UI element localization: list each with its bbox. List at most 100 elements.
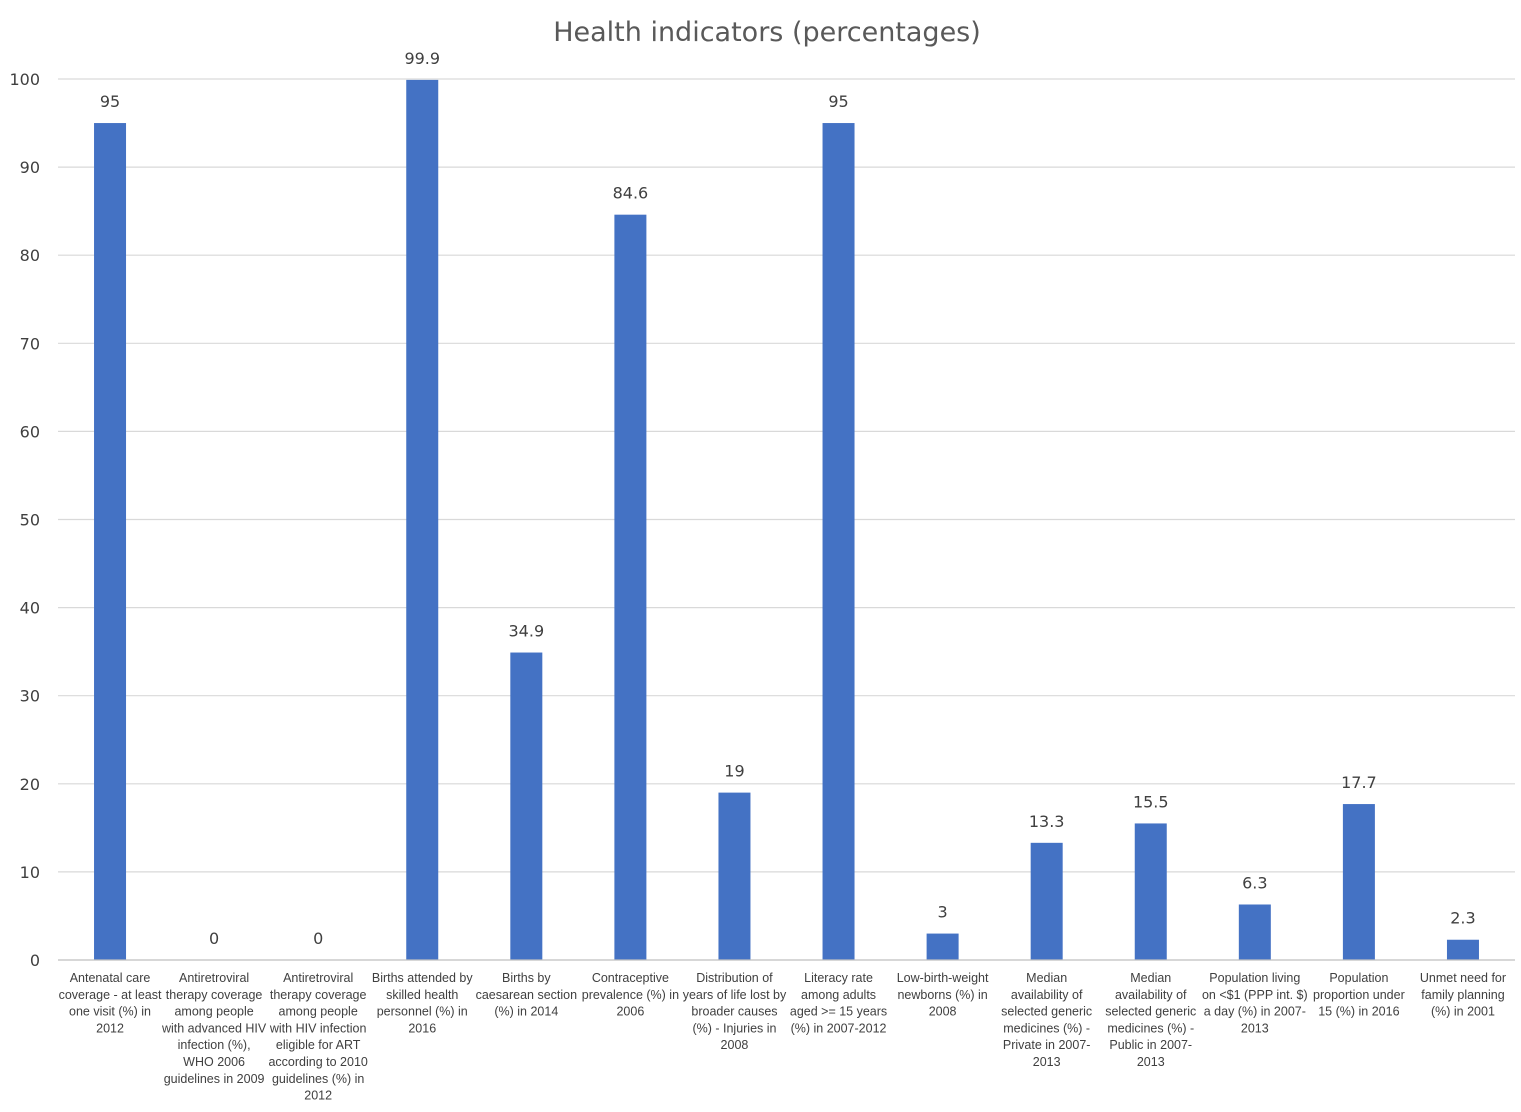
- x-tick-label: Population proportion under 15 (%) in 2016: [1313, 971, 1405, 1019]
- x-tick-label: Low-birth-weight newborns (%) in 2008: [897, 971, 989, 1019]
- bar: [94, 123, 127, 961]
- x-tick-label-line: among people: [279, 1005, 358, 1019]
- y-tick-label: 50: [20, 511, 40, 530]
- y-tick-label: 80: [20, 246, 40, 265]
- y-tick-label: 20: [20, 775, 40, 794]
- x-tick-label-line: 2012: [304, 1089, 332, 1103]
- x-tick-label-line: among adults: [801, 988, 876, 1002]
- x-tick-label: Median availability of selected generic med…: [1105, 971, 1196, 1069]
- x-tick-label: Births by caesarean section (%) in 2014: [476, 971, 578, 1019]
- data-label: 95: [828, 92, 848, 111]
- x-tick-label-line: medicines (%) -: [1107, 1021, 1194, 1035]
- x-tick-label-line: 2008: [721, 1038, 749, 1052]
- bar: [614, 214, 647, 960]
- x-tick-label-line: Median: [1026, 971, 1067, 985]
- x-tick-label-line: Low-birth-weight: [897, 971, 989, 985]
- y-tick-label: 100: [9, 70, 40, 89]
- x-tick-label-line: Contraceptive: [592, 971, 669, 985]
- x-tick-label-line: availability of: [1115, 988, 1187, 1002]
- x-tick-label-line: Population: [1329, 971, 1388, 985]
- x-tick-label-line: proportion under: [1313, 988, 1405, 1002]
- x-tick-label-line: on <$1 (PPP int. $): [1202, 988, 1308, 1002]
- y-tick-label: 70: [20, 334, 40, 353]
- x-tick-label: Antiretroviral therapy coverage among peop…: [268, 971, 367, 1103]
- x-tick-label-line: family planning: [1421, 988, 1504, 1002]
- x-tick-label-line: selected generic: [1001, 1005, 1092, 1019]
- y-axis-tick-labels: 0 10 20 30 40 50 60 70 80 90 100: [9, 70, 40, 970]
- bar: [406, 79, 439, 961]
- y-tick-label: 60: [20, 422, 40, 441]
- x-tick-label: Antiretroviral therapy coverage among peop…: [161, 971, 267, 1086]
- x-tick-label-line: 2013: [1241, 1021, 1269, 1035]
- x-tick-label-line: personnel (%) in: [377, 1005, 468, 1019]
- bar: [1446, 939, 1479, 960]
- bar: [822, 123, 855, 961]
- x-tick-label-line: one visit (%) in: [69, 1005, 151, 1019]
- x-tick-label-line: guidelines in 2009: [164, 1072, 265, 1086]
- data-labels: 95 0 0 99.9 34.9 84.6 19 95 3 13.3 15.5 6.3 17.7 2.3: [100, 49, 1476, 948]
- x-tick-label: Median availability of selected generic med…: [1001, 971, 1092, 1069]
- x-tick-label-line: (%) - Injuries in: [692, 1021, 776, 1035]
- x-tick-label-line: 2013: [1033, 1055, 1061, 1069]
- x-tick-label-line: therapy coverage: [166, 988, 263, 1002]
- x-tick-label-line: aged >= 15 years: [790, 1005, 887, 1019]
- x-tick-label-line: years of life lost by: [683, 988, 787, 1002]
- bar: [718, 792, 751, 960]
- x-axis-category-labels: Antenatal care coverage - at least one vis…: [59, 971, 1506, 1103]
- x-tick-label-line: infection (%),: [178, 1038, 251, 1052]
- x-tick-label-line: 2012: [96, 1021, 124, 1035]
- x-tick-label: Literacy rate among adults aged >= 15 year…: [790, 971, 887, 1035]
- x-tick-label-line: (%) in 2001: [1431, 1005, 1495, 1019]
- data-label: 84.6: [613, 184, 649, 203]
- bar: [1030, 842, 1063, 960]
- x-tick-label-line: skilled health: [386, 988, 458, 1002]
- x-tick-label-line: Births attended by: [372, 971, 474, 985]
- x-tick-label-line: availability of: [1011, 988, 1083, 1002]
- x-tick-label-line: 2013: [1137, 1055, 1165, 1069]
- bars: [94, 79, 1479, 961]
- y-tick-label: 40: [20, 599, 40, 618]
- x-tick-label-line: WHO 2006: [183, 1055, 245, 1069]
- y-tick-label: 10: [20, 863, 40, 882]
- x-tick-label-line: Public in 2007-: [1109, 1038, 1192, 1052]
- x-tick-label-line: coverage - at least: [59, 988, 162, 1002]
- x-tick-label-line: prevalence (%) in: [582, 988, 679, 1002]
- y-tick-label: 90: [20, 158, 40, 177]
- x-tick-label-line: with advanced HIV: [161, 1021, 267, 1035]
- data-label: 15.5: [1133, 792, 1169, 811]
- x-tick-label-line: 2016: [408, 1021, 436, 1035]
- data-label: 0: [313, 929, 323, 948]
- x-tick-label-line: (%) in 2007-2012: [791, 1021, 887, 1035]
- x-tick-label: Antenatal care coverage - at least one vis…: [59, 971, 162, 1035]
- x-tick-label-line: Distribution of: [696, 971, 773, 985]
- x-tick-label-line: medicines (%) -: [1003, 1021, 1090, 1035]
- data-label: 17.7: [1341, 773, 1377, 792]
- x-tick-label: Population living on <$1 (PPP int. $) a da…: [1202, 971, 1308, 1035]
- x-tick-label-line: 2006: [616, 1005, 644, 1019]
- data-label: 2.3: [1450, 909, 1475, 928]
- gridlines: [58, 78, 1515, 873]
- x-tick-label-line: Antiretroviral: [283, 971, 353, 985]
- x-tick-label-line: caesarean section: [476, 988, 578, 1002]
- x-tick-label-line: selected generic: [1105, 1005, 1196, 1019]
- x-tick-label: Contraceptive prevalence (%) in 2006: [582, 971, 679, 1019]
- data-label: 95: [100, 92, 120, 111]
- x-tick-label-line: a day (%) in 2007-: [1204, 1005, 1306, 1019]
- x-tick-label-line: among people: [174, 1005, 253, 1019]
- x-tick-label: Unmet need for family planning (%) in 2001: [1420, 971, 1506, 1019]
- x-tick-label-line: 2008: [929, 1005, 957, 1019]
- x-tick-label-line: Literacy rate: [804, 971, 873, 985]
- data-label: 19: [724, 762, 744, 781]
- x-tick-label-line: according to 2010: [268, 1055, 367, 1069]
- bar: [1342, 804, 1375, 960]
- x-tick-label-line: Private in 2007-: [1003, 1038, 1091, 1052]
- x-tick-label-line: with HIV infection: [269, 1021, 367, 1035]
- x-tick-label-line: newborns (%) in: [897, 988, 987, 1002]
- bar: [926, 933, 959, 960]
- bar: [1134, 823, 1167, 960]
- x-tick-label-line: 15 (%) in 2016: [1318, 1005, 1399, 1019]
- x-tick-label-line: broader causes: [691, 1005, 777, 1019]
- bar: [1238, 904, 1271, 960]
- x-tick-label-line: Population living: [1209, 971, 1300, 985]
- data-label: 6.3: [1242, 873, 1267, 892]
